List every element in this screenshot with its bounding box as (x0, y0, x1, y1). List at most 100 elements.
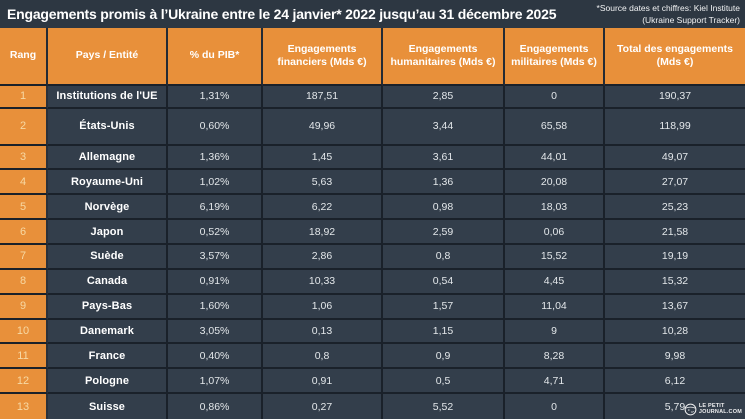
country-cell: Allemagne (48, 145, 168, 171)
table-row: 2 États-Unis 0,60% 49,96 3,44 65,58 118,… (0, 108, 745, 146)
humanitaire-cell: 0,5 (383, 369, 505, 395)
column-header-humanitaires: Engagements humanitaires (Mds €) (383, 28, 505, 86)
lepetitjournal-logo: LE PETIT JOURNAL.COM (684, 403, 742, 416)
rank-cell: 5 (0, 195, 48, 221)
column-header-total: Total des engagements (Mds €) (605, 28, 745, 86)
humanitaire-cell: 1,57 (383, 294, 505, 320)
financier-cell: 2,86 (263, 245, 383, 270)
country-cell: Pays-Bas (48, 294, 168, 320)
pib-cell: 1,60% (168, 294, 263, 320)
militaire-cell: 65,58 (505, 108, 605, 146)
table-row: 6 Japon 0,52% 18,92 2,59 0,06 21,58 (0, 220, 745, 246)
table-row: 1 Institutions de l'UE 1,31% 187,51 2,85… (0, 86, 745, 109)
total-cell: 190,37 (605, 86, 745, 109)
country-cell: Suède (48, 245, 168, 270)
country-cell: Canada (48, 269, 168, 295)
country-cell: Norvège (48, 195, 168, 221)
rank-cell: 9 (0, 294, 48, 320)
financier-cell: 1,06 (263, 294, 383, 320)
country-cell: Japon (48, 220, 168, 246)
country-cell: États-Unis (48, 108, 168, 146)
table-row: 8 Canada 0,91% 10,33 0,54 4,45 15,32 (0, 269, 745, 295)
militaire-cell: 8,28 (505, 344, 605, 370)
table-row: 11 France 0,40% 0,8 0,9 8,28 9,98 (0, 344, 745, 370)
table-row: 10 Danemark 3,05% 0,13 1,15 9 10,28 (0, 319, 745, 345)
rank-cell: 13 (0, 394, 48, 419)
rank-cell: 11 (0, 344, 48, 370)
financier-cell: 18,92 (263, 220, 383, 246)
pib-cell: 1,31% (168, 86, 263, 109)
total-cell: 9,98 (605, 344, 745, 370)
total-cell: 27,07 (605, 170, 745, 196)
pib-cell: 3,05% (168, 319, 263, 345)
table-row: 13 Suisse 0,86% 0,27 5,52 0 5,79 (0, 394, 745, 419)
rank-cell: 12 (0, 369, 48, 395)
table-row: 4 Royaume-Uni 1,02% 5,63 1,36 20,08 27,0… (0, 170, 745, 196)
total-cell: 19,19 (605, 245, 745, 270)
militaire-cell: 11,04 (505, 294, 605, 320)
humanitaire-cell: 3,61 (383, 145, 505, 171)
table-row: 5 Norvège 6,19% 6,22 0,98 18,03 25,23 (0, 195, 745, 221)
total-cell: 10,28 (605, 319, 745, 345)
financier-cell: 0,91 (263, 369, 383, 395)
lepetitjournal-logo-text: LE PETIT JOURNAL.COM (698, 402, 742, 416)
pib-cell: 6,19% (168, 195, 263, 221)
title-bar: Engagements promis à l’Ukraine entre le … (0, 0, 745, 28)
total-cell: 25,23 (605, 195, 745, 221)
lepetitjournal-globe-icon (684, 403, 697, 416)
financier-cell: 10,33 (263, 269, 383, 295)
source-note: *Source dates et chiffres: Kiel Institut… (597, 2, 740, 25)
total-cell: 5,79 (605, 394, 745, 419)
total-cell: 118,99 (605, 108, 745, 146)
country-cell: France (48, 344, 168, 370)
table-body: 1 Institutions de l'UE 1,31% 187,51 2,85… (0, 86, 745, 419)
humanitaire-cell: 2,85 (383, 86, 505, 109)
total-cell: 21,58 (605, 220, 745, 246)
financier-cell: 6,22 (263, 195, 383, 221)
pib-cell: 0,86% (168, 394, 263, 419)
column-header-financiers: Engagements financiers (Mds €) (263, 28, 383, 86)
total-cell: 15,32 (605, 269, 745, 295)
humanitaire-cell: 1,36 (383, 170, 505, 196)
rank-cell: 8 (0, 269, 48, 295)
total-cell: 13,67 (605, 294, 745, 320)
financier-cell: 0,8 (263, 344, 383, 370)
pib-cell: 1,02% (168, 170, 263, 196)
table-row: 7 Suède 3,57% 2,86 0,8 15,52 19,19 (0, 245, 745, 270)
humanitaire-cell: 0,8 (383, 245, 505, 270)
table-row: 9 Pays-Bas 1,60% 1,06 1,57 11,04 13,67 (0, 294, 745, 320)
financier-cell: 187,51 (263, 86, 383, 109)
financier-cell: 0,13 (263, 319, 383, 345)
rank-cell: 2 (0, 108, 48, 146)
militaire-cell: 4,71 (505, 369, 605, 395)
militaire-cell: 18,03 (505, 195, 605, 221)
column-header-rang: Rang (0, 28, 48, 86)
militaire-cell: 4,45 (505, 269, 605, 295)
humanitaire-cell: 3,44 (383, 108, 505, 146)
pib-cell: 0,40% (168, 344, 263, 370)
rank-cell: 10 (0, 319, 48, 345)
militaire-cell: 15,52 (505, 245, 605, 270)
humanitaire-cell: 0,9 (383, 344, 505, 370)
pib-cell: 0,60% (168, 108, 263, 146)
pib-cell: 0,91% (168, 269, 263, 295)
country-cell: Institutions de l'UE (48, 86, 168, 109)
page-title: Engagements promis à l’Ukraine entre le … (7, 6, 557, 22)
rank-cell: 6 (0, 220, 48, 246)
source-line-1: *Source dates et chiffres: Kiel Institut… (596, 3, 740, 14)
country-cell: Pologne (48, 369, 168, 395)
table-header-row: Rang Pays / Entité % du PIB* Engagements… (0, 28, 745, 86)
humanitaire-cell: 0,54 (383, 269, 505, 295)
financier-cell: 5,63 (263, 170, 383, 196)
column-header-militaires: Engagements militaires (Mds €) (505, 28, 605, 86)
pib-cell: 0,52% (168, 220, 263, 246)
country-cell: Royaume-Uni (48, 170, 168, 196)
country-cell: Suisse (48, 394, 168, 419)
humanitaire-cell: 1,15 (383, 319, 505, 345)
country-cell: Danemark (48, 319, 168, 345)
rank-cell: 1 (0, 86, 48, 109)
source-line-2: (Ukraine Support Tracker) (642, 14, 740, 25)
rank-cell: 4 (0, 170, 48, 196)
humanitaire-cell: 5,52 (383, 394, 505, 419)
